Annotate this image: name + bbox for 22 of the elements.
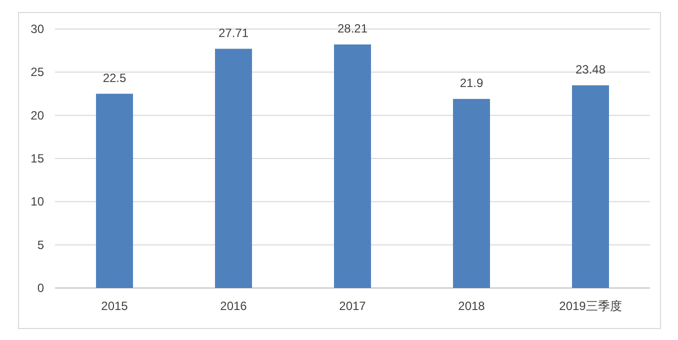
- y-tick-label: 25: [30, 65, 44, 80]
- y-tick-label: 5: [37, 238, 44, 252]
- y-tick-label: 0: [37, 281, 44, 295]
- data-label: 22.5: [102, 70, 126, 85]
- y-tick-label: 20: [30, 108, 44, 122]
- x-tick-label: 2015: [101, 299, 128, 313]
- y-tick-label: 30: [30, 22, 44, 36]
- bar: [215, 48, 252, 288]
- y-tick-label: 15: [30, 152, 44, 166]
- data-label: 27.71: [218, 26, 249, 40]
- bar: [453, 98, 490, 288]
- x-tick-label: 2016: [220, 299, 248, 313]
- x-tick-label: 2018: [458, 299, 486, 313]
- bar: [334, 44, 371, 288]
- y-tick-label: 10: [30, 194, 44, 209]
- bar: [572, 85, 609, 288]
- x-tick-label: 2019三季度: [559, 299, 622, 313]
- data-label: 28.21: [337, 21, 368, 36]
- data-label: 21.9: [460, 76, 484, 90]
- data-label: 23.48: [575, 62, 606, 76]
- bar: [96, 94, 133, 288]
- x-tick-label: 2017: [339, 299, 366, 313]
